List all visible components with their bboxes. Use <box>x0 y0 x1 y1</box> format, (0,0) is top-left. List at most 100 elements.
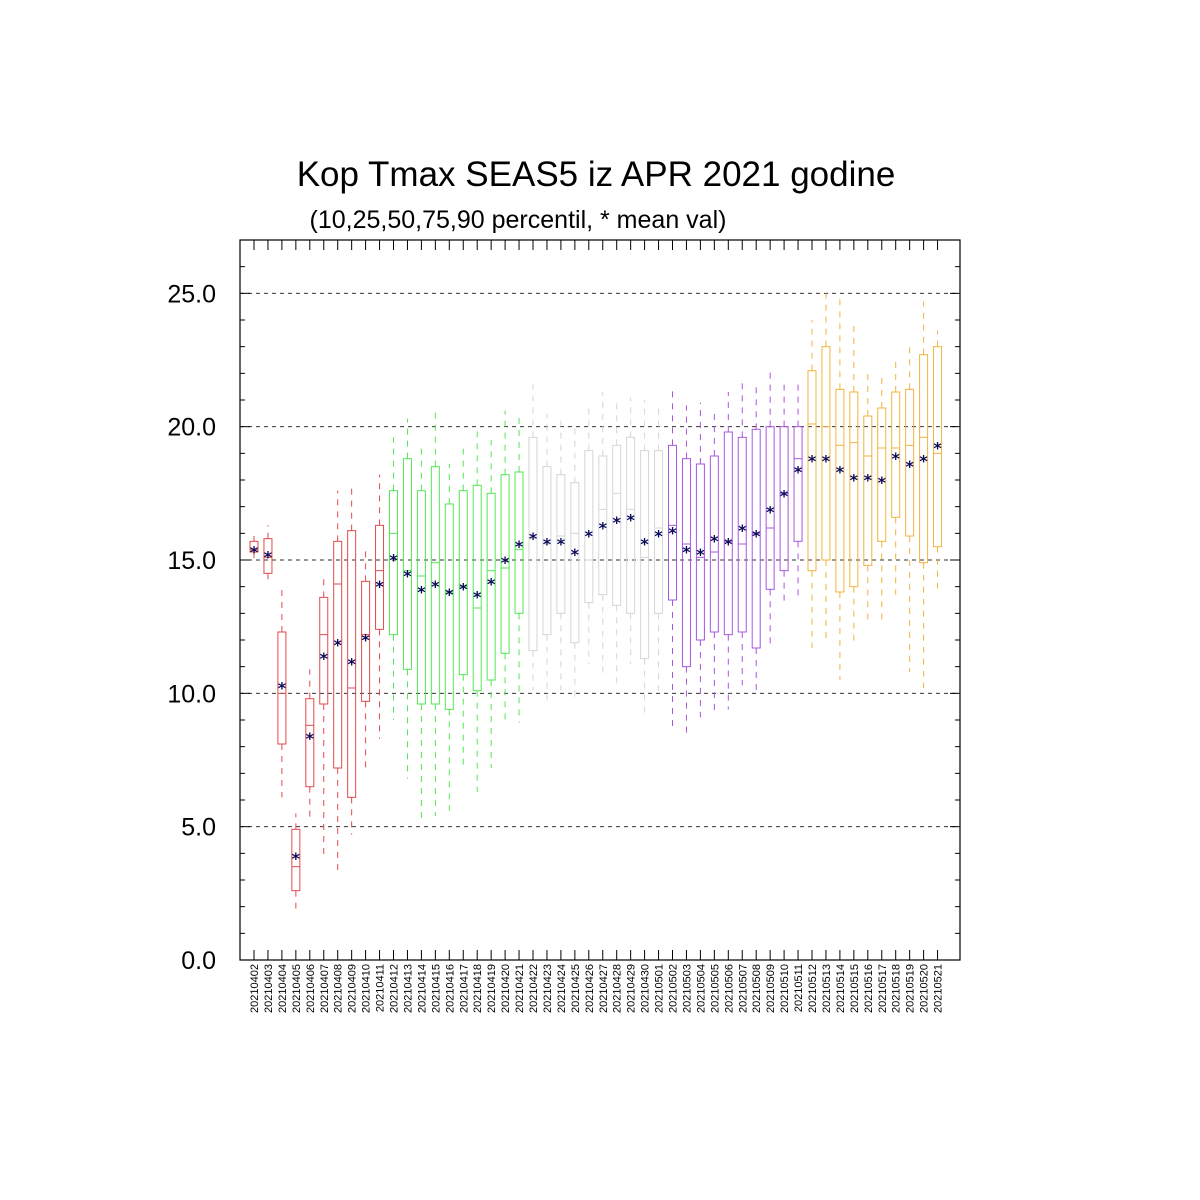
x-tick-label: 20210511 <box>793 964 805 1012</box>
iqr-box <box>612 444 622 606</box>
x-tick-label: 20210422 <box>528 964 540 1013</box>
box-20210427: * <box>598 392 608 675</box>
box-20210515: * <box>849 320 859 643</box>
plot-frame <box>239 239 961 961</box>
iqr-box <box>584 450 594 604</box>
iqr-box <box>347 530 357 798</box>
iqr-box <box>361 580 371 702</box>
x-tick-label: 20210514 <box>835 964 847 1013</box>
mean-marker: * <box>738 521 747 540</box>
x-tick-label: 20210408 <box>333 964 345 1013</box>
iqr-box <box>375 524 385 630</box>
x-tick-label: 20210506 <box>723 964 735 1013</box>
mean-marker: * <box>864 470 873 489</box>
y-tick-label: 10.0 <box>167 680 216 708</box>
iqr-box <box>695 463 705 641</box>
mean-marker: * <box>613 513 622 532</box>
box-20210423: * <box>542 413 552 704</box>
mean-marker: * <box>571 545 580 564</box>
mean-marker: * <box>836 462 845 481</box>
mean-marker: * <box>306 729 315 748</box>
y-tick-label: 20.0 <box>167 414 216 442</box>
iqr-box <box>389 490 398 636</box>
x-tick-label: 20210405 <box>291 964 303 1013</box>
iqr-box <box>863 415 873 566</box>
x-tick-label: 20210428 <box>612 964 624 1013</box>
box-20210505: * <box>709 410 719 712</box>
iqr-box <box>793 426 803 542</box>
mean-marker: * <box>780 486 789 505</box>
box-20210420: * <box>500 410 510 723</box>
box-20210403: * <box>263 525 273 582</box>
iqr-box <box>891 391 901 518</box>
box-20210508: * <box>751 386 761 696</box>
grid-lines <box>240 292 960 828</box>
x-tick-label: 20210424 <box>556 964 568 1013</box>
box-20210428: * <box>612 400 622 688</box>
y-tick-label: 15.0 <box>167 547 216 575</box>
mean-marker: * <box>347 654 356 673</box>
x-tick-label: 20210503 <box>681 964 693 1013</box>
mean-marker: * <box>919 452 928 471</box>
x-tick-label: 20210502 <box>668 964 680 1013</box>
iqr-box <box>291 828 301 892</box>
mean-marker: * <box>501 553 510 572</box>
box-20210412: * <box>389 437 398 720</box>
mean-marker: * <box>599 518 608 537</box>
iqr-box <box>835 388 845 593</box>
mean-marker: * <box>640 534 649 553</box>
mean-marker: * <box>403 566 412 585</box>
box-20210402: * <box>249 536 259 561</box>
y-tick-label: 25.0 <box>167 280 216 308</box>
iqr-box <box>263 538 273 574</box>
x-tick-label: 20210501 <box>654 964 666 1013</box>
x-tick-label: 20210414 <box>416 964 428 1013</box>
x-tick-label: 20210418 <box>472 964 484 1013</box>
box-20210516: * <box>863 368 873 622</box>
x-tick-label: 20210406 <box>305 964 317 1013</box>
box-series: * ************ * * * **** * * *** * * ** * ** ** ** ****… <box>249 293 942 910</box>
mean-marker: * <box>264 548 273 567</box>
box-20210426: * <box>584 402 594 664</box>
iqr-box <box>598 455 608 596</box>
mean-marker: * <box>557 534 566 553</box>
box-20210503: * <box>681 405 691 739</box>
x-tick-label: 20210507 <box>737 964 749 1013</box>
iqr-box <box>319 596 329 705</box>
chart-subtitle: (10,25,50,75,90 percentil, * mean val) <box>310 206 727 234</box>
iqr-box <box>500 474 510 654</box>
x-tick-label: 20210419 <box>486 964 498 1013</box>
iqr-box <box>877 407 887 542</box>
chart-title: Kop Tmax SEAS5 iz APR 2021 godine <box>297 155 896 194</box>
box-20210506: * <box>723 392 733 710</box>
x-tick-label: 20210412 <box>389 964 401 1013</box>
mean-marker: * <box>487 574 496 593</box>
iqr-box <box>849 391 859 588</box>
box-20210520: * <box>919 301 928 688</box>
box-20210513: * <box>821 293 831 640</box>
box-20210512: * <box>807 320 817 648</box>
box-20210404: * <box>277 586 287 798</box>
mean-marker: * <box>320 649 329 668</box>
iqr-box <box>305 698 315 788</box>
box-20210430: * <box>640 400 649 718</box>
box-20210407: * <box>319 573 329 856</box>
mean-marker: * <box>892 449 901 468</box>
x-tick-label: 20210423 <box>542 964 554 1013</box>
iqr-box <box>626 436 636 614</box>
x-tick-label: 20210417 <box>458 964 470 1013</box>
mean-marker: * <box>850 470 859 489</box>
mean-marker: * <box>431 577 440 596</box>
x-tick-label: 20210510 <box>779 964 791 1013</box>
box-20210518: * <box>891 357 901 595</box>
x-tick-label: 20210413 <box>402 964 414 1013</box>
box-20210413: * <box>402 418 412 779</box>
x-tick-label: 20210520 <box>919 964 931 1013</box>
box-20210419: * <box>486 440 496 768</box>
box-20210422: * <box>528 384 538 691</box>
box-20210416: * <box>444 464 454 811</box>
iqr-box <box>807 370 817 572</box>
x-axis: 20210402 20210403 20210404 20210405 20210406… <box>249 240 945 1013</box>
iqr-box <box>668 444 677 601</box>
y-tick-label: 5.0 <box>181 814 216 842</box>
